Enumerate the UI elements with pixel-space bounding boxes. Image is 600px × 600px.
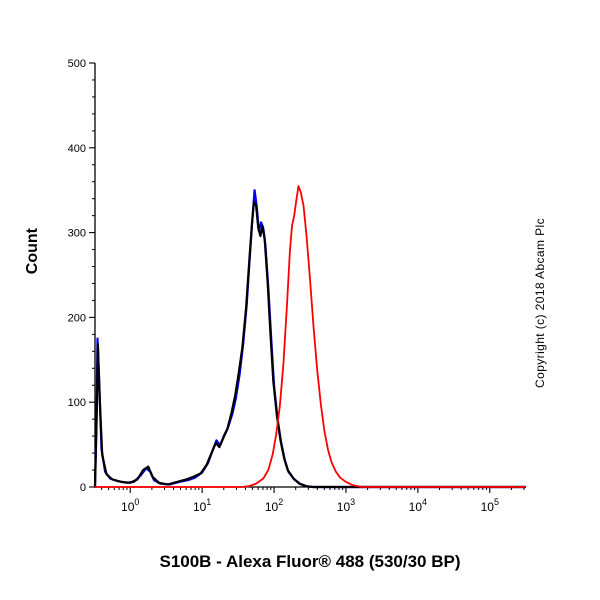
chart-title: S100B - Alexa Fluor® 488 (530/30 BP) (159, 552, 461, 571)
series-unlabelled-control-blue (93, 189, 527, 489)
series-s100b-stained-red (94, 185, 526, 488)
y-tick-label: 100 (68, 397, 86, 409)
x-tick-label: 104 (409, 497, 427, 514)
series-isotype-control-black (93, 201, 527, 489)
x-tick-label: 105 (481, 497, 499, 514)
copyright-text: Copyright (c) 2018 Abcam Plc (533, 218, 547, 388)
y-tick-label: 0 (80, 482, 86, 494)
y-tick-label: 200 (68, 312, 86, 324)
y-axis-label: Count (24, 228, 41, 275)
x-tick-label: 101 (193, 497, 211, 514)
histogram-plot-canvas: 0 100 200 300 400 500 100 101 102 103 104 105 (68, 58, 527, 514)
y-tick-label: 500 (68, 58, 86, 70)
x-tick-label: 100 (121, 497, 139, 514)
y-tick-label: 400 (68, 143, 86, 155)
x-tick-label: 102 (265, 497, 283, 514)
y-tick-label: 300 (68, 228, 86, 240)
x-tick-label: 103 (337, 497, 355, 514)
